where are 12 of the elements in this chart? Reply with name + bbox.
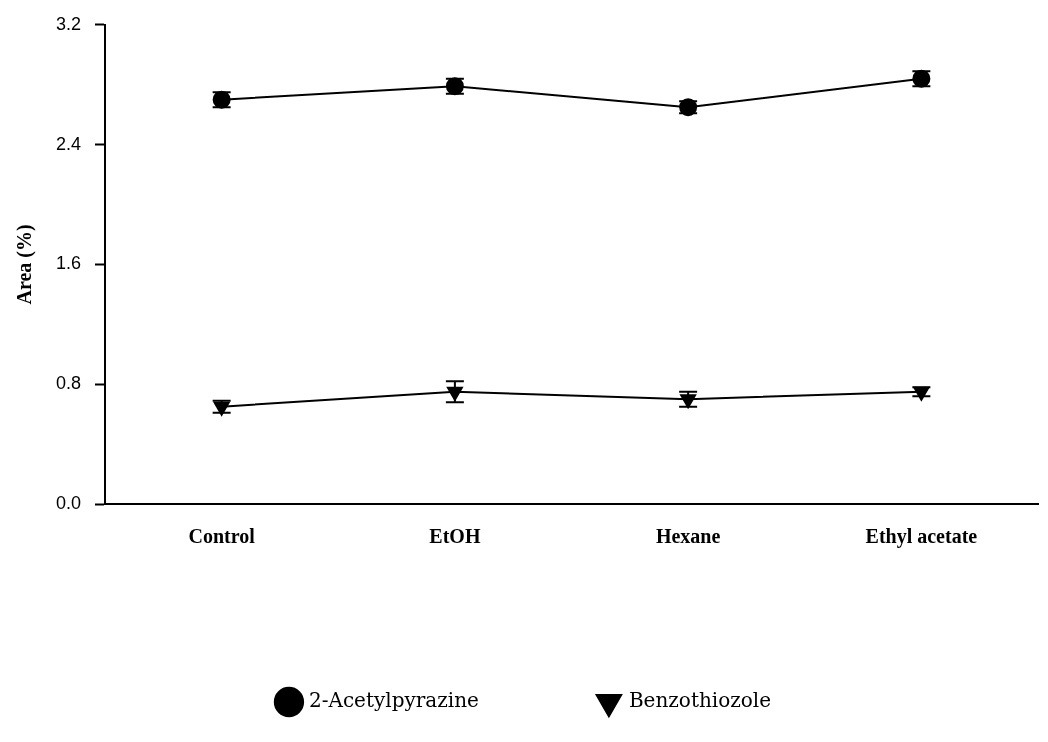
y-tick-label: 1.6 [55,253,82,274]
x-tick-label: Ethyl acetate [865,525,978,549]
y-tick-label: 3.2 [55,13,82,34]
y-tick-label: 0.8 [55,373,82,394]
y-tick-label: 2.4 [55,133,82,154]
x-tick-label: Hexane [655,525,721,548]
y-tick-label: 0.0 [55,492,82,513]
x-tick-label: EtOH [429,525,481,548]
legend-label: Benzothiozole [628,688,772,713]
y-axis-title: Area (%) [13,224,37,305]
x-tick-label: Control [188,525,256,548]
legend-label: 2-Acetylpyrazine [308,688,479,713]
